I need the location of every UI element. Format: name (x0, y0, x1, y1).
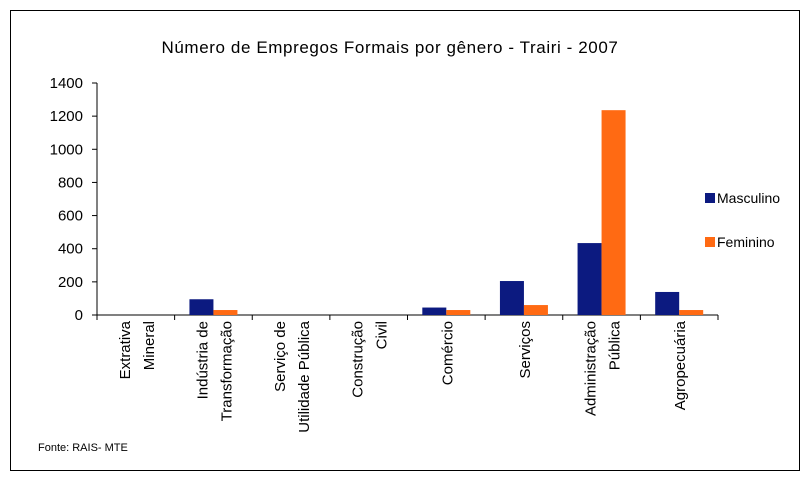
y-tick-label: 200 (58, 274, 83, 291)
bar (499, 281, 524, 315)
x-tick-label: Mineral (141, 321, 158, 370)
y-tick-label: 1200 (50, 108, 83, 125)
x-tick-label: Extrativa (117, 320, 134, 379)
x-tick-label: Agropecuária (672, 320, 689, 410)
y-tick-label: 600 (58, 208, 83, 225)
bar (577, 243, 602, 315)
bar (679, 310, 704, 315)
x-tick-label: Pública (607, 320, 624, 370)
source-note: Fonte: RAIS- MTE (38, 442, 128, 454)
bar (213, 310, 238, 315)
x-tick-label: Administração (583, 321, 600, 416)
bar (446, 310, 471, 315)
y-tick-label: 1400 (50, 75, 83, 92)
bar (422, 307, 447, 315)
legend-label: Feminino (717, 234, 775, 250)
y-tick-label: 400 (58, 241, 83, 258)
chart-title: Número de Empregos Formais por gênero - … (162, 38, 619, 57)
x-tick-label: Utilidade Pública (296, 320, 313, 432)
bar (601, 110, 626, 315)
x-tick-label: Civil (374, 321, 391, 349)
legend-swatch (705, 193, 715, 203)
x-tick-label: Indústria de (194, 321, 211, 399)
y-tick-label: 0 (75, 307, 83, 324)
x-tick-label: Serviços (517, 321, 534, 379)
x-tick-label: Transformação (218, 321, 235, 421)
bar (189, 299, 214, 315)
y-tick-label: 1000 (50, 141, 83, 158)
bar (523, 305, 548, 315)
chart-border (10, 10, 800, 471)
x-tick-label: Serviço de (272, 321, 289, 392)
legend-swatch (705, 237, 715, 247)
x-tick-label: Construção (350, 321, 367, 398)
y-tick-label: 800 (58, 174, 83, 191)
bar (655, 291, 680, 315)
x-tick-label: Comércio (439, 321, 456, 385)
legend-label: Masculino (717, 190, 780, 206)
